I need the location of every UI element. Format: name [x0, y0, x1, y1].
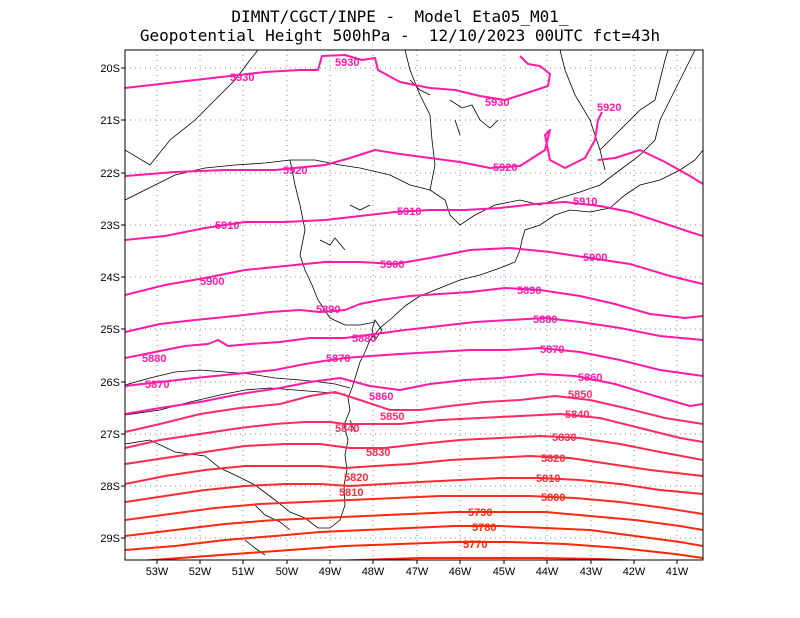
map-title-line-1: DIMNT/CGCT/INPE - Model Eta05_M01_ [231, 7, 569, 26]
lon-tick-label: 49W [319, 566, 342, 578]
lon-tick-label: 43W [580, 566, 603, 578]
lat-tick-label: 24S [100, 272, 120, 284]
contour-label-5930: 5930 [230, 72, 254, 84]
contour-label-5870: 5870 [540, 344, 564, 356]
lon-tick-label: 48W [362, 566, 385, 578]
lat-tick-label: 20S [100, 63, 120, 75]
lat-tick-label: 25S [100, 324, 120, 336]
contour-label-5810: 5810 [536, 473, 560, 485]
state-border-g [404, 50, 436, 191]
tick-marks [121, 67, 678, 564]
map-title-line-2: Geopotential Height 500hPa - 12/10/2023 … [139, 26, 661, 45]
contour-5810-line [125, 477, 703, 503]
longitude-labels: 53W 52W 51W 50W 49W 48W 47W 46W 45W 44W … [146, 566, 689, 578]
contour-label-5930: 5930 [335, 57, 359, 69]
contour-5870-line [125, 347, 703, 387]
lon-tick-label: 52W [189, 566, 212, 578]
contour-5780-line [125, 525, 703, 551]
contour-label-5840: 5840 [335, 423, 359, 435]
contour-label-5880: 5880 [142, 353, 166, 365]
contour-5820-line [125, 455, 703, 485]
reservoirs [319, 79, 499, 251]
contour-label-5900: 5900 [380, 259, 404, 271]
state-border-c [289, 159, 376, 326]
contour-label-5800: 5800 [541, 492, 565, 504]
lat-tick-label: 27S [100, 429, 120, 441]
contour-label-5910: 5910 [573, 196, 597, 208]
contour-label-5810: 5810 [339, 487, 363, 499]
contour-5850-line [125, 391, 703, 433]
contour-5930-line [125, 54, 551, 101]
contour-label-5860: 5860 [578, 372, 602, 384]
contour-label-5910: 5910 [397, 206, 421, 218]
lat-tick-label: 22S [100, 168, 120, 180]
lon-tick-label: 47W [406, 566, 429, 578]
coastline-and-borders [125, 50, 703, 556]
contour-label-5820: 5820 [344, 472, 368, 484]
contour-label-5920: 5920 [597, 102, 621, 114]
state-border-d [125, 369, 351, 389]
contour-label-5910: 5910 [215, 220, 239, 232]
atlantic-coastline [125, 149, 703, 529]
lon-tick-label: 44W [536, 566, 559, 578]
state-border-b [125, 159, 315, 201]
contour-label-5900: 5900 [583, 252, 607, 264]
contour-5900-line [125, 247, 703, 296]
contour-5790-line [125, 511, 703, 537]
lat-tick-label: 29S [100, 533, 120, 545]
contour-label-5830: 5830 [552, 432, 576, 444]
contour-label-5880: 5880 [533, 314, 557, 326]
lon-tick-label: 46W [449, 566, 472, 578]
contour-5890-line [125, 287, 703, 333]
contour-label-5790: 5790 [468, 507, 492, 519]
contour-5860-line [125, 373, 703, 415]
contour-labels: 5930 5930 5930 5920 5920 5920 5910 5910 … [142, 57, 621, 551]
lat-tick-label: 28S [100, 481, 120, 493]
contour-5760-line [329, 557, 641, 560]
contour-5910-line [125, 201, 703, 241]
contour-label-5770: 5770 [463, 539, 487, 551]
lon-tick-label: 51W [232, 566, 255, 578]
contour-label-5900: 5900 [200, 276, 224, 288]
map-frame [124, 49, 704, 561]
latitude-labels: 20S 21S 22S 23S 24S 25S 26S 27S 28S 29S [100, 63, 120, 545]
lon-tick-label: 41W [666, 566, 689, 578]
contour-5920-line [125, 111, 703, 185]
contour-label-5780: 5780 [472, 522, 496, 534]
lon-tick-label: 42W [623, 566, 646, 578]
lon-tick-label: 45W [493, 566, 516, 578]
contour-label-5850: 5850 [380, 411, 404, 423]
contour-label-5890: 5890 [517, 285, 541, 297]
lat-tick-label: 21S [100, 115, 120, 127]
state-border-e [125, 387, 346, 416]
state-border-i [599, 50, 669, 151]
contour-label-5820: 5820 [541, 453, 565, 465]
contour-label-5850: 5850 [568, 389, 592, 401]
contour-label-5920: 5920 [493, 162, 517, 174]
contour-5770-line [138, 541, 703, 560]
contour-label-5870: 5870 [326, 353, 350, 365]
lat-tick-label: 26S [100, 377, 120, 389]
coast-islands [349, 319, 383, 433]
contour-5800-line [125, 495, 703, 521]
state-border-a [125, 50, 259, 166]
state-border-f [314, 50, 696, 226]
state-border-h [559, 50, 606, 171]
lon-tick-label: 50W [276, 566, 299, 578]
lon-tick-label: 53W [146, 566, 169, 578]
contour-label-5890: 5890 [316, 304, 340, 316]
contour-label-5830: 5830 [366, 447, 390, 459]
contour-label-5840: 5840 [565, 409, 589, 421]
southern-lagoon [244, 504, 291, 556]
lat-tick-label: 23S [100, 220, 120, 232]
contour-label-5860: 5860 [369, 391, 393, 403]
contour-5840-line [125, 413, 703, 449]
contour-label-5920: 5920 [283, 165, 307, 177]
contour-label-5870: 5870 [145, 379, 169, 391]
contour-5830-line [125, 435, 703, 465]
contour-label-5930: 5930 [485, 97, 509, 109]
contour-5880-line [125, 317, 703, 359]
contour-label-5880: 5880 [352, 333, 376, 345]
